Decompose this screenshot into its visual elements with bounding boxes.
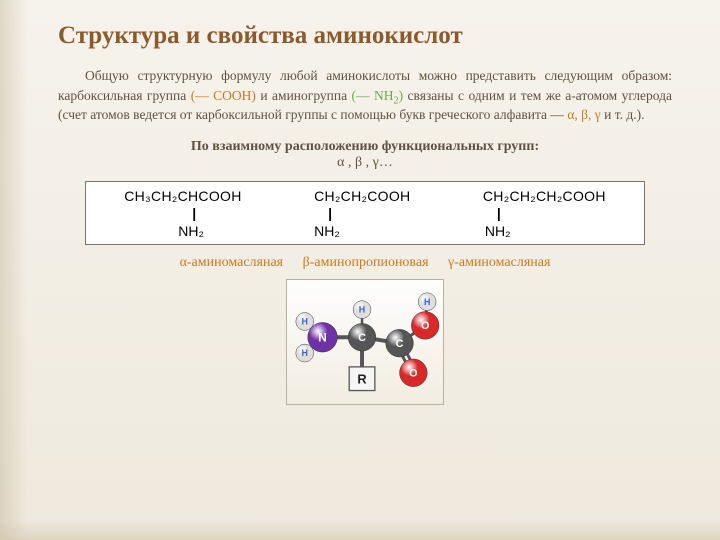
molecule-diagram: OOCCNHHHHR (286, 279, 444, 405)
amino-highlight: (— NH2) (352, 88, 404, 103)
formula-bond: | (124, 205, 241, 223)
subheading: По взаимному расположению функциональных… (58, 139, 672, 155)
label-alpha: α-аминомасляная (180, 255, 284, 270)
greek-line: α , β , γ… (58, 155, 672, 171)
svg-text:H: H (302, 348, 308, 358)
svg-text:C: C (396, 338, 404, 350)
intro-paragraph: Общую структурную формулу любой аминокис… (58, 66, 672, 125)
formula-top: CH₃CH₂CHCOOH (124, 188, 241, 206)
svg-text:H: H (424, 297, 430, 307)
formula-bond: | (483, 205, 606, 223)
svg-text:R: R (357, 372, 366, 387)
formula-top: CH₂CH₂CH₂COOH (483, 188, 606, 206)
formula-nh2: NH₂ (124, 223, 241, 241)
para-seg4: и т. д.). (601, 107, 645, 122)
amino-open: (— NH (352, 88, 394, 103)
formula-column: CH₂CH₂CH₂COOH|NH₂ (483, 188, 606, 241)
formula-nh2: NH₂ (314, 223, 410, 241)
edge-shadow-bottom (0, 520, 720, 540)
svg-text:N: N (318, 331, 327, 345)
formula-bond: | (314, 205, 410, 223)
svg-text:O: O (409, 368, 417, 380)
formula-labels: α-аминомасляная β-аминопропионовая γ-ами… (58, 255, 672, 271)
formula-top: CH₂CH₂COOH (314, 188, 410, 206)
formula-box: CH₃CH₂CHCOOH|NH₂CH₂CH₂COOH|NH₂CH₂CH₂CH₂C… (85, 181, 645, 246)
formula-nh2: NH₂ (483, 223, 606, 241)
svg-text:C: C (358, 332, 366, 344)
label-beta: β-аминопропионовая (303, 255, 429, 270)
greek-highlight: α, β, γ (567, 107, 600, 122)
formula-column: CH₂CH₂COOH|NH₂ (314, 188, 410, 241)
formula-column: CH₃CH₂CHCOOH|NH₂ (124, 188, 241, 241)
carboxyl-highlight: (— СООН) (191, 88, 256, 103)
page-title: Структура и свойства аминокислот (58, 22, 672, 50)
para-seg2: и аминогруппа (256, 88, 352, 103)
svg-text:H: H (302, 317, 308, 327)
svg-text:H: H (359, 305, 365, 315)
svg-text:O: O (421, 320, 429, 332)
label-gamma: γ-аминомасляная (448, 255, 550, 270)
